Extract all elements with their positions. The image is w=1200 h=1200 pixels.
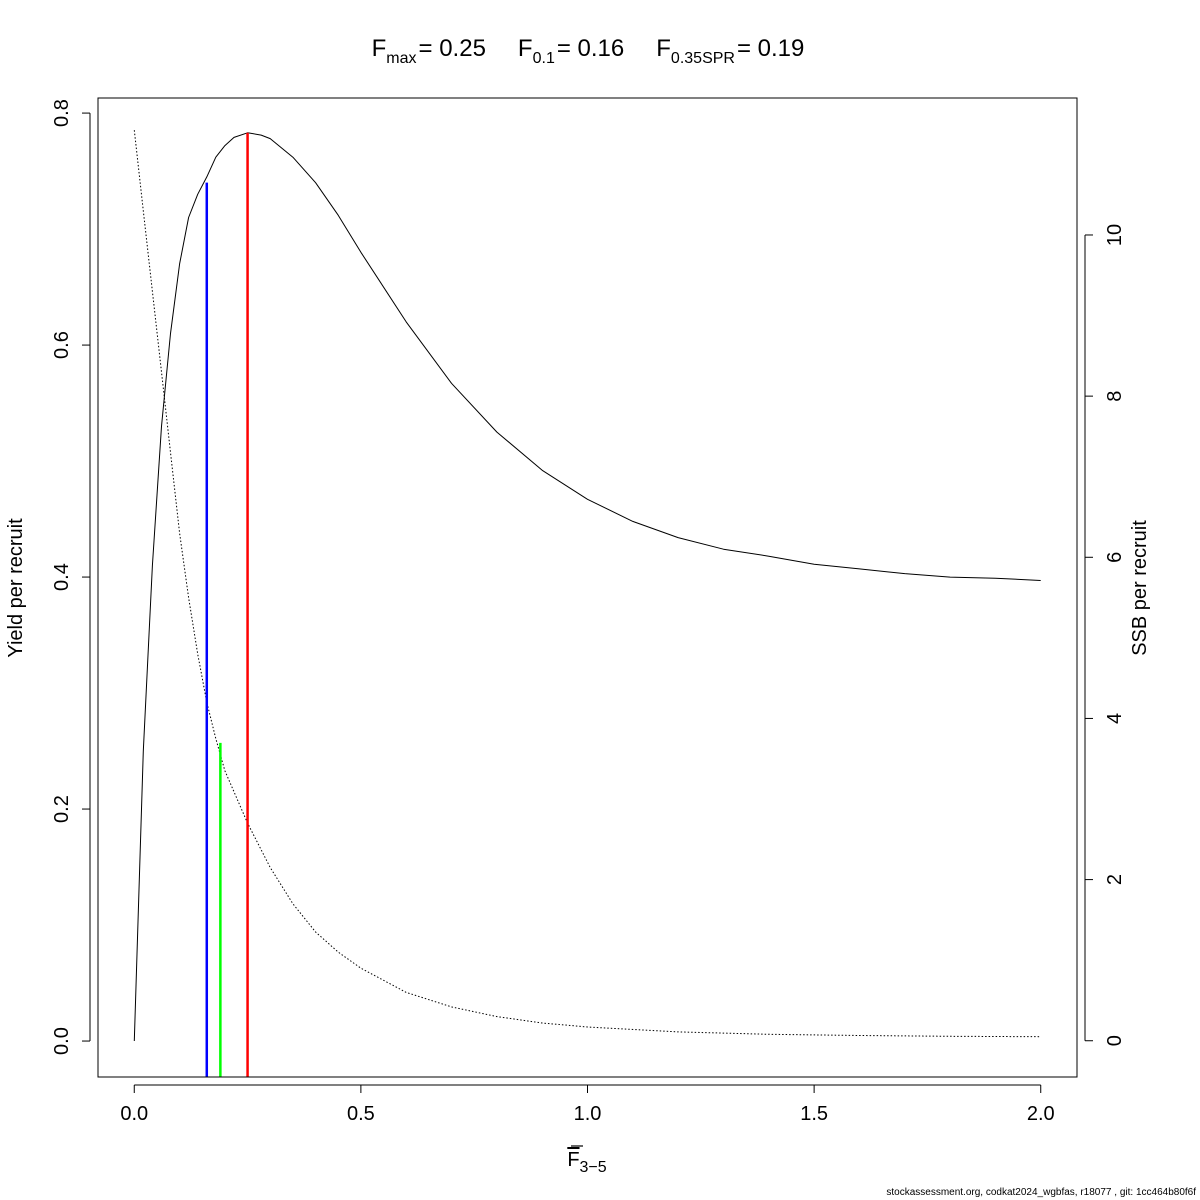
x-axis-label: F3−5 [567,1145,607,1176]
y-axis-left: 0.0 0.2 0.4 0.6 0.8 [51,99,91,1055]
y-left-tick-label: 0.0 [51,1027,73,1055]
y-left-tick-label: 0.2 [51,795,73,823]
y-left-tick-label: 0.6 [51,331,73,359]
x-axis-label-text: F3−5 [567,1149,606,1176]
x-tick-label: 2.0 [1027,1103,1055,1125]
series-line-yield-per-recruit [133,132,1041,1042]
plot-frame [97,97,1078,1078]
x-tick-label: 0.5 [347,1103,375,1125]
y-left-tick-label: 0.4 [51,563,73,591]
x-tick-label: 0.0 [120,1103,148,1125]
y-right-tick-label: 10 [1104,224,1126,246]
y-right-tick-label: 4 [1104,713,1126,724]
x-axis: 0.0 0.5 1.0 1.5 2.0 [120,1084,1055,1125]
y-axis-right: 0 2 4 6 8 10 [1084,224,1126,1046]
y-right-tick-label: 6 [1104,552,1126,563]
series-line-ssb-per-recruit [133,130,1041,1038]
y-right-tick-label: 8 [1104,391,1126,402]
x-tick-label: 1.0 [574,1103,602,1125]
footer-note: stockassessment.org, codkat2024_wgbfas, … [886,1187,1196,1198]
chart-title-text: Fmax= 0.25 F0.1= 0.16 F0.35SPR= 0.19 [372,35,805,67]
reference-lines [205,132,249,1077]
chart-title: Fmax= 0.25 F0.1= 0.16 F0.35SPR= 0.19 [372,35,805,67]
y-right-tick-label: 2 [1104,874,1126,885]
y-axis-right-label: SSB per recruit [1129,520,1151,656]
y-axis-left-label: Yield per recruit [5,518,27,658]
series-layer [133,130,1041,1042]
x-tick-label: 1.5 [800,1103,828,1125]
y-right-tick-label: 0 [1104,1035,1126,1046]
y-left-tick-label: 0.8 [51,99,73,127]
